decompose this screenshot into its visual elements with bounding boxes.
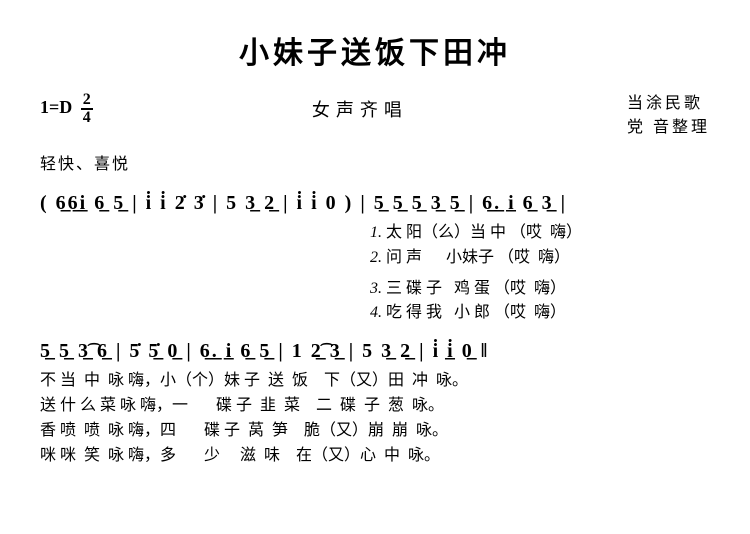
subtitle: 女声齐唱	[93, 92, 627, 122]
verse-number: 4.	[370, 304, 382, 321]
verse-number: 1.	[370, 224, 382, 241]
lyrics-block-2: 不 当 中 咏 嗨，小（个）妹 子 送 饭 下（又）田 冲 咏。 送 什 么 菜…	[40, 369, 710, 468]
notation-row-2: 5̲ 5̲ 3̲͡ 6̲ | 5̇ 5̲̇ 0̲ | 6̲.̲ i̲ 6̲ 5̲…	[40, 340, 710, 363]
key-time: 1=D 2 4	[40, 92, 93, 126]
key-signature: 1=D	[40, 97, 72, 117]
lyrics-block-1: 1.太 阳（么）当 中 （哎 嗨） 2.问 声 小妹子 （哎 嗨） 3.三 碟 …	[40, 221, 710, 326]
lyric-line: 1.太 阳（么）当 中 （哎 嗨）	[370, 221, 710, 246]
expression-mark: 轻快、喜悦	[40, 150, 710, 174]
lyric-line: 咪 咪 笑 咏 嗨，多 少 滋 味 在（又）心 中 咏。	[40, 444, 710, 469]
origin-block: 当涂民歌 党 音整理	[627, 92, 710, 140]
lyric-line: 不 当 中 咏 嗨，小（个）妹 子 送 饭 下（又）田 冲 咏。	[40, 369, 710, 394]
origin-line-2: 党 音整理	[627, 116, 710, 140]
verse-number: 2.	[370, 249, 382, 266]
lyric-text: 太 阳（么）当 中 （哎 嗨）	[386, 224, 582, 241]
lyric-text: 三 碟 子 鸡 蛋 （哎 嗨）	[386, 280, 566, 297]
lyric-line: 香 喷 喷 咏 嗨，四 碟 子 莴 笋 脆（又）崩 崩 咏。	[40, 419, 710, 444]
time-sig-denominator: 4	[83, 110, 91, 126]
meta-row: 1=D 2 4 女声齐唱 当涂民歌 党 音整理	[40, 92, 710, 140]
lyric-text: 吃 得 我 小 郎 （哎 嗨）	[386, 304, 566, 321]
verse-number: 3.	[370, 280, 382, 297]
score-system-1: ( 6̲6̲i̲ 6̲ 5̲ | i̇ i̇ 2̇ 3̇ | 5 3̲ 2̲ |…	[40, 192, 710, 326]
origin-line-1: 当涂民歌	[627, 92, 710, 116]
lyric-line: 2.问 声 小妹子 （哎 嗨）	[370, 246, 710, 271]
time-signature: 2 4	[81, 92, 93, 126]
notation-row-1: ( 6̲6̲i̲ 6̲ 5̲ | i̇ i̇ 2̇ 3̇ | 5 3̲ 2̲ |…	[40, 192, 710, 215]
time-sig-numerator: 2	[81, 92, 93, 110]
lyric-line: 3.三 碟 子 鸡 蛋 （哎 嗨）	[370, 277, 710, 302]
score-system-2: 5̲ 5̲ 3̲͡ 6̲ | 5̇ 5̲̇ 0̲ | 6̲.̲ i̲ 6̲ 5̲…	[40, 340, 710, 468]
lyric-line: 送 什 么 菜 咏 嗨，一 碟 子 韭 菜 二 碟 子 葱 咏。	[40, 394, 710, 419]
lyric-line: 4.吃 得 我 小 郎 （哎 嗨）	[370, 301, 710, 326]
song-title: 小妹子送饭下田冲	[40, 28, 710, 72]
lyric-text: 问 声 小妹子 （哎 嗨）	[386, 249, 570, 266]
